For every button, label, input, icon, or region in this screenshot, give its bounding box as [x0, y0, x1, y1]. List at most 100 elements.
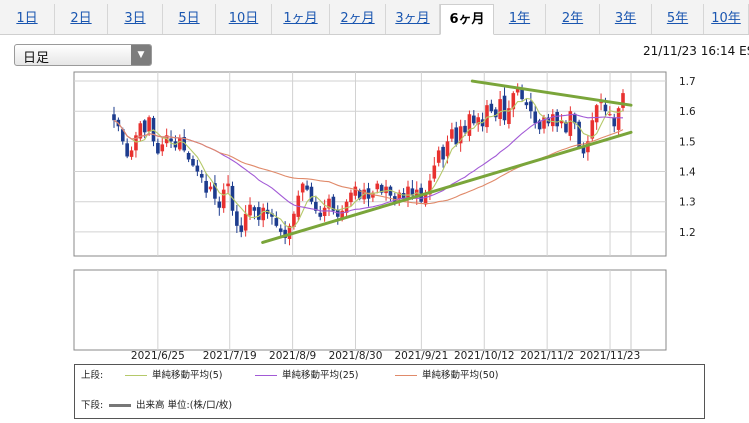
trendline-2 [470, 79, 633, 107]
tab-1[interactable]: 1日 [0, 4, 55, 34]
tab-11[interactable]: 2年 [546, 4, 600, 34]
candle-body [616, 108, 621, 130]
y-tick-label: 1.7 [679, 76, 696, 88]
candle-body [441, 146, 445, 160]
tab-8[interactable]: 3ヶ月 [386, 4, 440, 34]
candle-body [586, 141, 590, 153]
candle-body [564, 122, 568, 133]
legend-ma50-label: 単純移動平均(50) [422, 370, 499, 381]
tab-4[interactable]: 5日 [163, 4, 216, 34]
candle-body [410, 188, 415, 196]
candle-body [274, 218, 279, 226]
trendline-1 [261, 130, 633, 244]
candle-body [511, 93, 516, 110]
candle-body [581, 145, 586, 154]
candle-body [559, 120, 564, 124]
candle-body [349, 192, 353, 203]
candle-body [331, 196, 336, 211]
candle-body [594, 105, 599, 123]
x-tick-label: 2021/11/23 [580, 350, 641, 362]
candle-body [217, 201, 222, 208]
period-tab-bar: 1日 2日 3日 5日 10日 1ヶ月 2ヶ月 3ヶ月 6ヶ月 1年 2年 3年 5年 10年 [0, 0, 749, 35]
tab-5[interactable]: 10日 [216, 4, 272, 34]
candle-body [572, 113, 577, 124]
candle-body [388, 186, 393, 196]
legend-ma5: 単純移動平均(5) [125, 369, 222, 383]
candle-body [467, 114, 472, 136]
legend-ma25-label: 単純移動平均(25) [282, 370, 359, 381]
candle-body [537, 120, 542, 130]
candle-body [542, 117, 546, 129]
candle-body [257, 207, 261, 220]
candle-body [309, 186, 314, 202]
candle-body [529, 101, 533, 112]
candle-body [568, 111, 573, 136]
tab-13[interactable]: 5年 [652, 4, 704, 34]
x-tick-label: 2021/7/19 [203, 350, 257, 362]
candle-body [577, 121, 581, 148]
candle-body [423, 192, 428, 205]
tab-9[interactable]: 6ヶ月 [440, 4, 494, 35]
candle-body [406, 186, 410, 200]
y-tick-label: 1.6 [679, 106, 696, 118]
candle-body [278, 228, 283, 232]
y-tick-label: 1.2 [679, 227, 696, 239]
candle-body [287, 225, 292, 240]
candle-period-select[interactable]: 日足 ▼ [14, 44, 152, 66]
candle-body [493, 109, 498, 118]
candle-body [432, 165, 437, 179]
candle-body [235, 211, 239, 226]
tab-2[interactable]: 2日 [55, 4, 108, 34]
x-tick-label: 2021/9/21 [394, 350, 448, 362]
candle-body [445, 141, 450, 157]
candle-body [590, 120, 595, 139]
tab-7[interactable]: 2ヶ月 [330, 4, 386, 34]
candle-body [353, 186, 358, 196]
volume-panel-frame [73, 269, 667, 351]
candle-body [243, 213, 248, 231]
tab-3[interactable]: 3日 [108, 4, 163, 34]
candle-body [208, 186, 213, 190]
candle-body [498, 99, 502, 120]
candle-body [322, 207, 327, 217]
candle-body [178, 138, 182, 150]
candle-period-value: 日足 [23, 51, 50, 66]
candle-body [248, 204, 252, 216]
y-tick-label: 1.4 [679, 167, 696, 179]
candle-body [239, 225, 244, 232]
chart-legend: 上段: 単純移動平均(5) 単純移動平均(25) 単純移動平均(50) 下段: … [74, 364, 705, 419]
candle-body [147, 117, 151, 132]
candle-body [436, 150, 441, 163]
x-tick-label: 2021/6/25 [131, 350, 185, 362]
tab-12[interactable]: 3年 [600, 4, 652, 34]
candle-body [502, 95, 507, 121]
legend-ma25-swatch [255, 375, 277, 376]
candle-body [129, 150, 134, 157]
candle-body [252, 207, 257, 211]
candle-body [621, 93, 625, 108]
candle-body [300, 183, 305, 193]
candle-body [120, 129, 125, 142]
candle-body [221, 189, 226, 209]
candle-body [507, 108, 511, 124]
candle-body [204, 180, 208, 193]
legend-volume-label: 出来高 単位:(株/口/枚) [136, 400, 233, 411]
candle-body [164, 135, 169, 144]
candle-body [463, 125, 467, 133]
tab-6[interactable]: 1ヶ月 [272, 4, 330, 34]
candle-body [195, 165, 200, 172]
tab-10[interactable]: 1年 [494, 4, 546, 34]
legend-lower-label: 下段: [81, 400, 104, 411]
candle-body [450, 129, 454, 139]
candle-body [191, 159, 195, 166]
candle-body [489, 103, 494, 112]
y-tick-label: 1.5 [679, 136, 696, 148]
quote-timestamp: 21/11/23 16:14 ES [643, 44, 749, 58]
candle-body [401, 193, 406, 199]
candle-body [454, 127, 459, 145]
candle-body [599, 102, 603, 104]
candle-body [138, 123, 143, 139]
candle-body [524, 102, 529, 106]
legend-ma25: 単純移動平均(25) [255, 369, 359, 383]
candle-body [156, 143, 160, 154]
